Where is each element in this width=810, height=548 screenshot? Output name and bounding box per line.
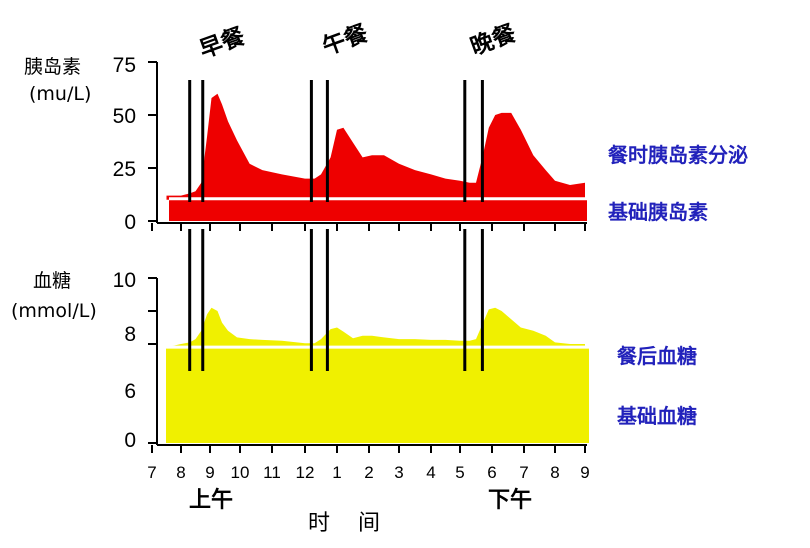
x-tick-label: 10 (231, 463, 250, 482)
axis-ticks (148, 61, 586, 453)
insulin-ylabel: 胰岛素 (24, 56, 81, 78)
meal-label-lunch: 午餐 (319, 19, 372, 60)
insulin-ylabel-unit: (mu/L) (29, 83, 91, 105)
insulin-panel (166, 93, 587, 221)
insulin-ytick-label: 75 (113, 54, 136, 77)
x-tick-label: 8 (550, 463, 559, 482)
insulin-ytick-label: 50 (113, 105, 136, 128)
insulin-ytick-label: 25 (113, 158, 136, 181)
legend-insulin-basal: 基础胰岛素 (608, 200, 708, 224)
legend-insulin-meal: 餐时胰岛素分泌 (608, 143, 748, 167)
insulin-meal-area (166, 93, 585, 200)
x-tick-label: 12 (296, 463, 315, 482)
glucose-ytick-label: 8 (124, 323, 136, 346)
am-label: 上午 (189, 487, 233, 513)
x-tick-label: 2 (364, 463, 373, 482)
legend-glucose-meal: 餐后血糖 (617, 344, 697, 368)
x-tick-label: 3 (394, 463, 403, 482)
x-tick-label: 1 (332, 463, 341, 482)
x-axis-title: 时 间 (308, 511, 380, 536)
glucose-basal-band (166, 348, 589, 443)
x-tick-label: 11 (263, 463, 281, 482)
x-tick-label: 6 (487, 463, 496, 482)
insulin-ytick-label: 0 (124, 211, 136, 234)
glucose-ytick-label: 10 (113, 269, 136, 292)
x-tick-label: 8 (176, 463, 185, 482)
meal-markers (188, 80, 484, 371)
x-tick-label: 9 (205, 463, 214, 482)
x-tick-label: 7 (147, 463, 156, 482)
x-tick-label: 5 (455, 463, 464, 482)
legend-glucose-basal: 基础血糖 (617, 404, 697, 428)
pm-label: 下午 (488, 487, 532, 513)
glucose-ylabel-unit: (mmol/L) (11, 300, 97, 322)
glucose-panel (166, 307, 589, 443)
glucose-ylabel: 血糖 (33, 270, 71, 292)
glucose-meal-area (166, 307, 585, 349)
glucose-ytick-label: 0 (124, 429, 136, 452)
insulin-basal-band (169, 199, 587, 221)
x-tick-label: 7 (519, 463, 528, 482)
meal-label-dinner: 晚餐 (467, 20, 520, 61)
x-tick-label: 9 (580, 463, 589, 482)
glucose-ytick-label: 6 (124, 380, 136, 403)
x-tick-label: 4 (426, 463, 435, 482)
meal-label-breakfast: 早餐 (196, 23, 249, 64)
